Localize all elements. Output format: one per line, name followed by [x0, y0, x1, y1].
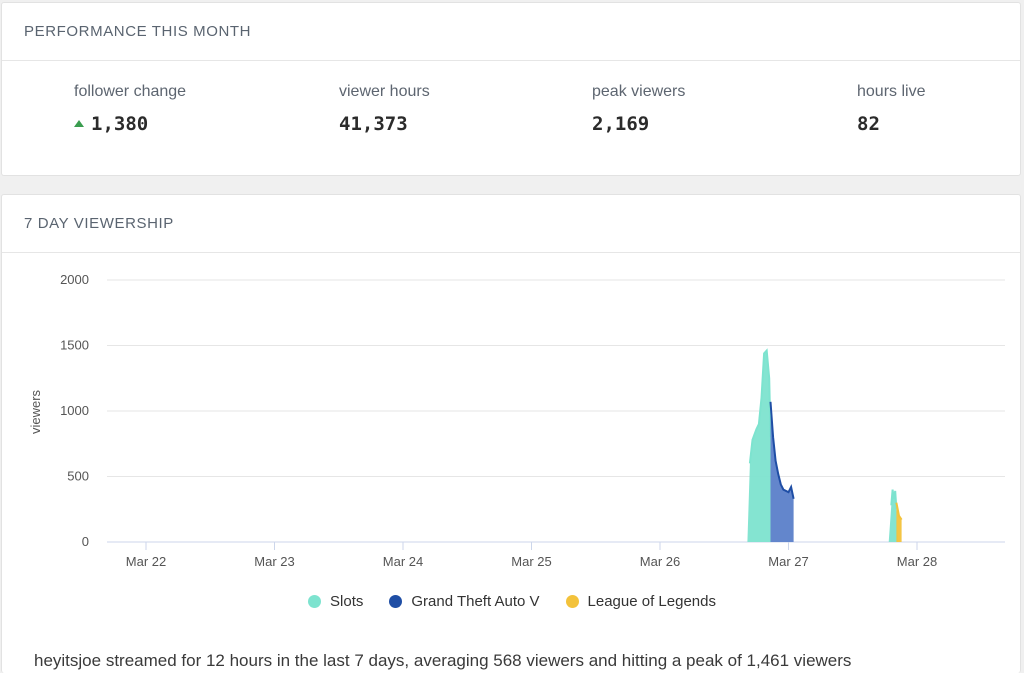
- trend-up-icon: [74, 119, 84, 127]
- legend-item[interactable]: League of Legends: [565, 593, 716, 610]
- stat-label: viewer hours: [339, 83, 430, 100]
- x-tick-label: Mar 22: [126, 554, 166, 569]
- stream-summary: heyitsjoe streamed for 12 hours in the l…: [34, 651, 852, 670]
- series-line: [890, 489, 898, 510]
- series-area: [770, 401, 794, 542]
- y-tick-label: 500: [67, 469, 89, 484]
- series-line: [748, 348, 772, 464]
- y-tick-label: 0: [82, 534, 89, 549]
- y-tick-label: 1500: [60, 338, 89, 353]
- performance-title: PERFORMANCE THIS MONTH: [2, 3, 1020, 61]
- stat-label: peak viewers: [592, 83, 686, 100]
- series-line: [895, 502, 903, 521]
- follower-change-value: 1,380: [91, 113, 149, 135]
- stat-viewer-hours: viewer hours 41,373: [339, 83, 430, 135]
- stat-hours-live: hours live 82: [857, 83, 925, 135]
- y-tick-label: 1000: [60, 403, 89, 418]
- stat-label: follower change: [74, 83, 187, 100]
- x-tick-label: Mar 25: [511, 554, 551, 569]
- viewership-chart: 0 500 1000 1500 2000 Mar 22 Mar 23 Mar 24 Mar 25…: [28, 272, 1005, 569]
- stat-value: 1,380: [74, 113, 186, 135]
- viewership-title: 7 DAY VIEWERSHIP: [2, 195, 1020, 253]
- x-tick-label: Mar 27: [768, 554, 808, 569]
- stat-value: 82: [857, 113, 880, 135]
- legend-label: League of Legends: [587, 593, 716, 610]
- stat-follower-change: follower change 1,380: [74, 83, 186, 135]
- performance-card: PERFORMANCE THIS MONTH follower change 1…: [1, 2, 1021, 176]
- legend-dot-icon: [389, 595, 403, 608]
- legend-label: Slots: [330, 593, 364, 610]
- chart-legend: Slots Grand Theft Auto V League of Legends: [2, 593, 1022, 610]
- y-axis-title: viewers: [28, 389, 43, 434]
- stat-value: 2,169: [592, 113, 650, 135]
- viewership-card: 7 DAY VIEWERSHIP 0 500 1000 1500 2000 Mar 22 M…: [1, 194, 1021, 673]
- x-tick-label: Mar 28: [897, 554, 937, 569]
- series-line: [769, 401, 795, 500]
- x-tick-label: Mar 24: [383, 554, 423, 569]
- stat-label: hours live: [857, 83, 926, 100]
- y-tick-label: 2000: [60, 272, 89, 287]
- legend-dot-icon: [565, 595, 579, 608]
- legend-dot-icon: [308, 595, 322, 608]
- series-area: [747, 350, 771, 542]
- stat-peak-viewers: peak viewers 2,169: [592, 83, 685, 135]
- x-tick-label: Mar 23: [254, 554, 294, 569]
- legend-item[interactable]: Slots: [308, 593, 363, 610]
- x-tick-label: Mar 26: [640, 554, 680, 569]
- legend-item[interactable]: Grand Theft Auto V: [389, 593, 540, 610]
- stats-row: follower change 1,380 viewer hours 41,37…: [2, 61, 1020, 177]
- legend-label: Grand Theft Auto V: [411, 593, 540, 610]
- stat-value: 41,373: [339, 113, 408, 135]
